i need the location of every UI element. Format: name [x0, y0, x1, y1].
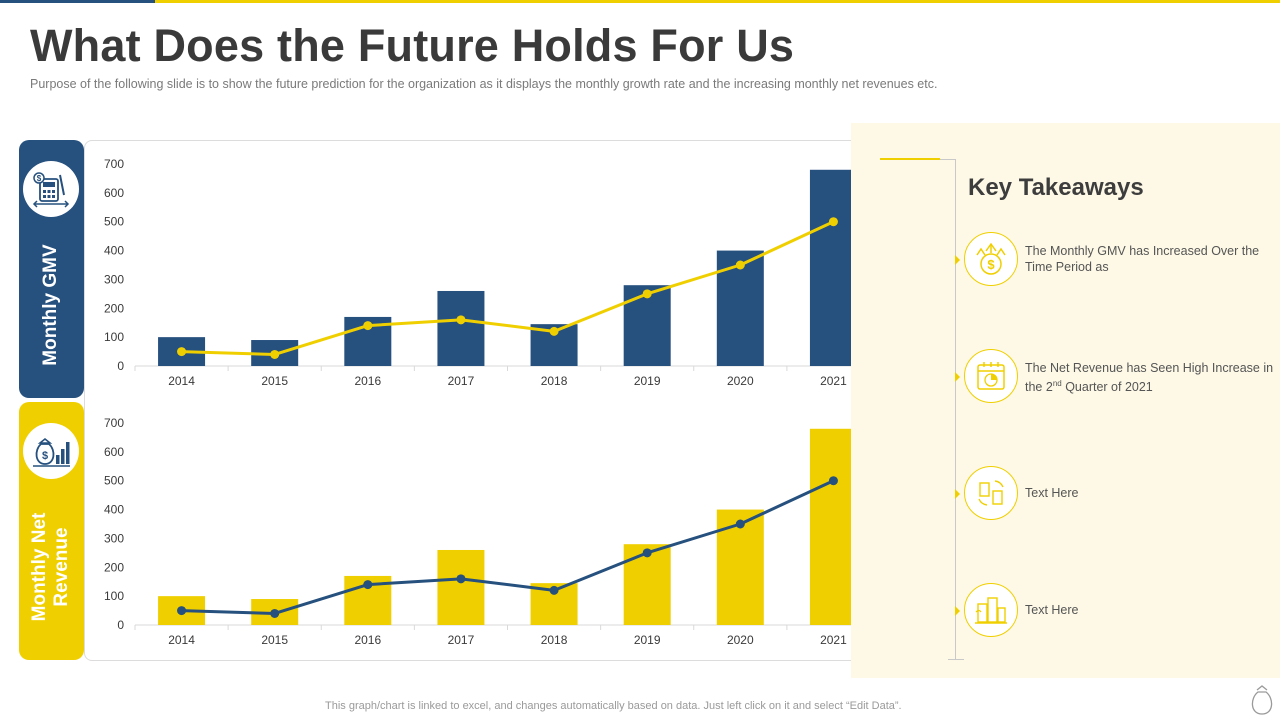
page-subtitle: Purpose of the following slide is to sho…: [30, 77, 938, 91]
y-tick-label: 700: [104, 416, 124, 430]
line-point: [456, 574, 466, 584]
bar: [809, 169, 857, 366]
building-cycle-icon: [964, 466, 1018, 520]
bar: [437, 290, 485, 366]
calculator-icon: $: [23, 161, 79, 217]
y-tick-label: 0: [117, 359, 124, 373]
y-tick-label: 600: [104, 445, 124, 459]
line-point: [642, 548, 652, 558]
takeaway-text: The Net Revenue has Seen High Increase i…: [1025, 360, 1275, 395]
takeaways-timeline-end: [948, 659, 964, 660]
svg-text:$: $: [987, 257, 995, 272]
x-tick-label: 2021: [820, 633, 847, 647]
takeaway-item: Text Here: [955, 583, 1275, 639]
x-tick-label: 2014: [168, 633, 195, 647]
y-tick-label: 300: [104, 272, 124, 286]
series-line: [181, 479, 835, 615]
line-point: [270, 608, 280, 618]
y-tick-label: 300: [104, 531, 124, 545]
bar: [437, 549, 485, 625]
x-tick-label: 2021: [820, 374, 847, 388]
takeaway-arrow: [955, 489, 960, 499]
bar: [809, 428, 857, 625]
takeaways-timeline: [955, 160, 956, 660]
takeaway-text: Text Here: [1025, 603, 1079, 617]
line-point: [363, 580, 373, 590]
y-tick-label: 600: [104, 186, 124, 200]
money-bag-icon: [1251, 685, 1273, 715]
money-bag-chart-icon: $: [23, 423, 79, 479]
x-tick-label: 2019: [634, 374, 661, 388]
line-point: [177, 347, 187, 357]
dollar-growth-icon: $: [964, 232, 1018, 286]
x-tick-label: 2016: [354, 374, 381, 388]
takeaways-connector: [880, 158, 940, 160]
side-label-revenue: $ Monthly Net Revenue: [19, 402, 84, 660]
takeaway-arrow: [955, 255, 960, 265]
line-point: [456, 315, 466, 325]
x-tick-label: 2018: [541, 633, 568, 647]
takeaway-arrow: [955, 372, 960, 382]
x-tick-label: 2016: [354, 633, 381, 647]
takeaway-text-part: The Net Revenue has Seen High Increase i…: [1025, 361, 1274, 395]
y-tick-label: 500: [104, 215, 124, 229]
key-takeaways-panel: [851, 123, 1280, 678]
series-line: [181, 220, 835, 356]
calendar-chart-icon: [964, 349, 1018, 403]
y-tick-label: 0: [117, 618, 124, 632]
line-point: [363, 321, 373, 331]
y-tick-label: 500: [104, 474, 124, 488]
line-point: [735, 519, 745, 529]
x-tick-label: 2017: [448, 374, 475, 388]
takeaway-arrow: [955, 606, 960, 616]
line-point: [735, 260, 745, 270]
x-tick-label: 2019: [634, 633, 661, 647]
line-point: [828, 476, 838, 486]
svg-text:$: $: [42, 450, 48, 462]
key-takeaways-title: Key Takeaways: [968, 174, 1144, 201]
takeaway-item: Text Here: [955, 466, 1275, 522]
y-tick-label: 700: [104, 157, 124, 171]
takeaway-item: The Net Revenue has Seen High Increase i…: [955, 349, 1275, 405]
line-point: [270, 349, 280, 359]
top-accent-bar-blue: [0, 0, 155, 3]
y-tick-label: 400: [104, 503, 124, 517]
y-tick-label: 100: [104, 330, 124, 344]
x-tick-label: 2015: [261, 374, 288, 388]
x-tick-label: 2020: [727, 374, 754, 388]
footer-note: This graph/chart is linked to excel, and…: [325, 700, 902, 712]
line-point: [549, 585, 559, 595]
page-title: What Does the Future Holds For Us: [30, 20, 795, 71]
top-accent-bar: [0, 0, 1280, 3]
takeaway-text: Text Here: [1025, 486, 1079, 500]
line-point: [549, 326, 559, 336]
takeaway-text: The Monthly GMV has Increased Over the T…: [1025, 244, 1260, 274]
x-tick-label: 2014: [168, 374, 195, 388]
takeaways-connector-gray: [940, 159, 956, 160]
line-point: [177, 606, 187, 616]
takeaway-item: $ The Monthly GMV has Increased Over the…: [955, 232, 1275, 288]
takeaway-text-superscript: nd: [1052, 379, 1062, 388]
side-label-gmv: $ Monthly GMV: [19, 140, 84, 398]
x-tick-label: 2020: [727, 633, 754, 647]
line-point: [642, 289, 652, 299]
y-tick-label: 400: [104, 244, 124, 258]
x-tick-label: 2015: [261, 633, 288, 647]
y-tick-label: 100: [104, 589, 124, 603]
y-tick-label: 200: [104, 301, 124, 315]
line-point: [828, 217, 838, 227]
city-phone-icon: [964, 583, 1018, 637]
takeaway-text-part: Quarter of 2021: [1061, 380, 1153, 395]
x-tick-label: 2018: [541, 374, 568, 388]
x-tick-label: 2017: [448, 633, 475, 647]
svg-text:$: $: [37, 174, 42, 183]
y-tick-label: 200: [104, 560, 124, 574]
